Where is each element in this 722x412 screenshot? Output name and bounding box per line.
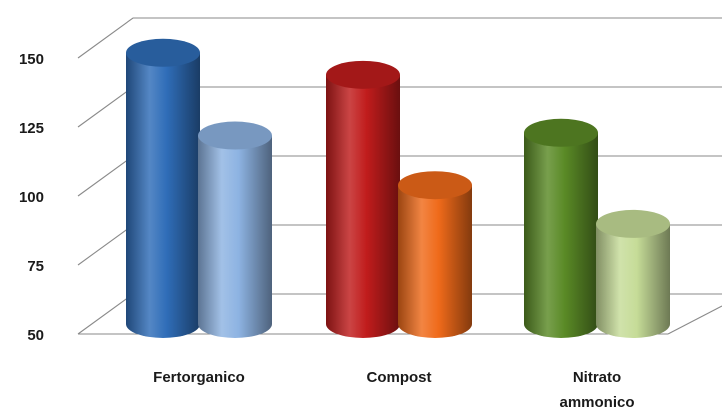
y-tick-label: 75 [27,258,44,275]
bar-top [326,60,400,89]
bar-top [398,171,472,200]
bar [596,209,670,338]
x-tick-label: Compost [367,369,432,386]
bar [398,171,472,338]
y-tick-label: 125 [19,120,44,137]
bar [524,118,598,338]
bar-body [524,132,598,338]
y-tick-label: 100 [19,189,44,206]
x-tick-label: ammonico [559,394,634,411]
bar-top [524,118,598,147]
gridline [77,17,722,59]
bar-top [198,121,272,150]
y-axis-ticks: 50 75 100 125 150 [19,51,44,344]
x-axis-labels: Fertorganico Compost Nitrato ammonico [153,369,634,411]
bar-body [398,185,472,338]
bar [326,60,400,338]
bar-body [198,135,272,338]
bar [198,121,272,338]
bar-body [596,223,670,338]
bar-body [326,74,400,338]
y-tick-label: 150 [19,51,44,68]
x-tick-label: Nitrato [573,369,621,386]
y-tick-label: 50 [27,327,44,344]
bar-body [126,52,200,338]
chart-bars [126,38,670,338]
bar-top [126,38,200,67]
bar-top [596,209,670,238]
floor-right-edge [667,305,722,335]
x-tick-label: Fertorganico [153,369,245,386]
bar [126,38,200,338]
